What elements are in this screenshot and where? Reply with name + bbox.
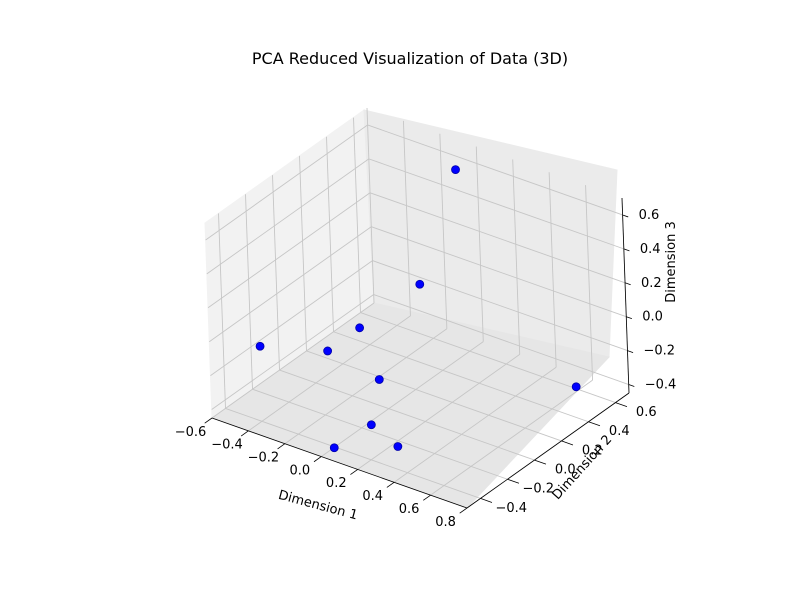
grid-line-y — [225, 407, 481, 499]
y-tick-label: −0.2 — [522, 482, 554, 497]
x-tick-mark — [240, 430, 249, 437]
y-axis-ticks: −0.4 −0.20.0 0.2 0.4 0.6 — [480, 402, 657, 516]
y-tick-label: 0.4 — [609, 424, 630, 439]
z-axis-ticks: −0.4 −0.2 0.0 0.2 0.4 0.6 — [622, 208, 677, 393]
grid-line-y — [306, 350, 562, 442]
data-point — [571, 382, 581, 392]
grid-line-z — [368, 158, 624, 250]
data-point — [255, 341, 265, 351]
x-tick-mark — [277, 443, 286, 450]
grid-line-x — [475, 146, 484, 342]
data-points — [255, 165, 581, 453]
z-tick-label: 0.0 — [642, 310, 663, 325]
x-tick-mark — [423, 494, 431, 501]
grid-line-x — [430, 379, 593, 496]
grid-line-z — [371, 226, 627, 318]
data-point — [366, 420, 376, 430]
x-tick-label: 0.0 — [290, 463, 311, 478]
grid-line-y — [252, 388, 508, 480]
grid-line-x — [439, 133, 448, 329]
z-tick-mark — [624, 282, 631, 286]
data-point — [415, 279, 425, 289]
grid-line-z — [209, 226, 372, 343]
data-point — [451, 165, 460, 175]
grid-line-y — [279, 369, 535, 461]
x-tick-mark — [313, 456, 322, 463]
grid-line-z — [205, 124, 368, 241]
z-tick-label: 0.4 — [640, 242, 661, 257]
grid-line-z — [372, 260, 628, 352]
grid-line-x — [393, 366, 557, 483]
x-tick-label: 0.4 — [362, 489, 383, 504]
y-tick-mark — [615, 402, 628, 408]
data-point — [323, 346, 333, 356]
grid-line-x — [402, 120, 411, 316]
grid-line-x — [548, 172, 557, 368]
x-tick-label: −0.4 — [211, 438, 243, 453]
grid-line-x — [248, 315, 411, 432]
x-tick-mark — [459, 507, 468, 514]
data-point — [329, 443, 339, 453]
grid-line-y — [245, 194, 253, 390]
grid-line-z — [373, 294, 629, 385]
x-tick-label: 0.6 — [399, 502, 420, 517]
chart-title: PCA Reduced Visualization of Data (3D) — [252, 49, 568, 68]
grid-line-y — [333, 331, 589, 423]
grid-line-y — [353, 117, 361, 313]
grid-line-z — [211, 294, 374, 410]
data-point — [374, 375, 384, 384]
y-tick-mark — [534, 459, 547, 465]
z-tick-label: 0.2 — [641, 276, 662, 291]
x-tick-mark — [386, 481, 395, 488]
y-tick-mark — [507, 478, 520, 484]
grid-line-x — [366, 107, 375, 304]
x-tick-label: 0.8 — [435, 515, 456, 530]
grid-line-y — [272, 175, 280, 371]
z-tick-mark — [628, 384, 635, 387]
axis-lines — [211, 197, 630, 509]
z-tick-mark — [627, 350, 634, 353]
z-axis-label: Dimension 3 — [664, 221, 679, 303]
grid-line-x — [585, 185, 594, 381]
x-axis-line — [211, 417, 468, 509]
grid-line-y — [218, 213, 226, 409]
x-tick-label: 0.2 — [326, 476, 347, 491]
x-axis-label: Dimension 1 — [277, 488, 360, 524]
grid-line-x — [512, 159, 521, 355]
y-tick-label: 0.6 — [636, 405, 657, 420]
y-tick-label: 0.2 — [582, 443, 603, 458]
x-axis-ticks: −0.6 −0.4 −0.2 0.0 0.2 0.4 0.6 0.8 — [175, 417, 468, 530]
x-tick-mark — [204, 417, 213, 424]
z-tick-mark — [622, 214, 629, 218]
z-tick-mark — [626, 316, 633, 320]
x-tick-label: −0.6 — [175, 425, 207, 440]
z-tick-label: 0.6 — [639, 208, 660, 223]
grid-line-z — [206, 158, 370, 275]
z-tick-mark — [623, 248, 630, 252]
data-point — [393, 442, 403, 451]
z-tick-label: −0.2 — [643, 344, 675, 359]
grid-line-x — [357, 354, 520, 470]
y-tick-mark — [561, 440, 574, 446]
x-tick-mark — [350, 469, 358, 475]
z-tick-label: −0.4 — [645, 378, 677, 393]
grid-line-z — [369, 192, 626, 284]
grid-line-x — [284, 328, 448, 445]
x-tick-label: −0.2 — [248, 451, 280, 466]
grid-line-x — [211, 302, 375, 419]
grid-line-z — [207, 192, 371, 309]
y-tick-label: −0.4 — [495, 501, 527, 516]
grid-line-z — [210, 260, 373, 376]
z-axis-line — [621, 197, 630, 394]
y-axis-line — [466, 392, 630, 509]
grid-line-y — [326, 136, 334, 332]
y-tick-mark — [480, 498, 493, 503]
y-tick-label: 0.0 — [555, 463, 576, 478]
grid-line-z — [367, 124, 623, 216]
y-tick-mark — [588, 421, 601, 427]
grid-line-y — [299, 155, 307, 351]
grid-line-x — [321, 341, 484, 457]
data-point — [355, 323, 365, 333]
